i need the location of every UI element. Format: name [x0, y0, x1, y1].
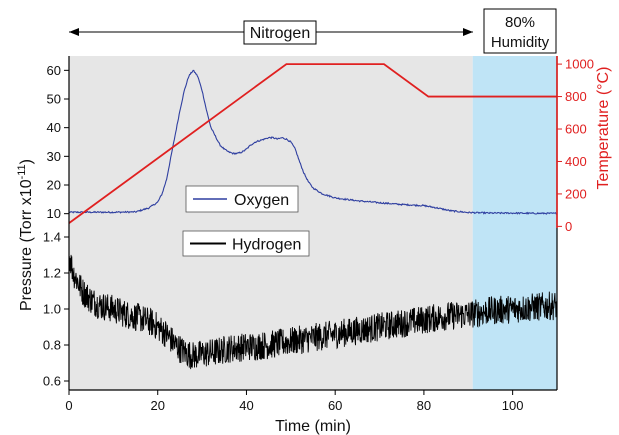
- y-tick-label-left-bottom: 0.8: [43, 338, 61, 353]
- nitrogen-label: Nitrogen: [250, 25, 310, 42]
- y-tick-label-left-bottom: 1.4: [43, 230, 61, 245]
- y-tick-label-right: 1000: [565, 57, 594, 72]
- y-tick-label-left-top: 30: [47, 149, 61, 164]
- hydrogen-series-line: [68, 254, 558, 370]
- right-arrowhead-icon: [463, 28, 473, 36]
- x-tick-label: 100: [502, 398, 524, 413]
- x-tick-label: 20: [150, 398, 164, 413]
- y-tick-label-right: 200: [565, 186, 587, 201]
- oxygen-legend-label: Oxygen: [234, 192, 289, 209]
- y-axis-title-left: Pressure (Torr x10-11): [16, 159, 35, 311]
- humidity-label-line2: Humidity: [491, 34, 550, 51]
- oxygen-series-line: [68, 69, 558, 215]
- y-tick-label-left-top: 20: [47, 178, 61, 193]
- y-tick-label-left-top: 50: [47, 92, 61, 107]
- x-tick-label: 60: [328, 398, 342, 413]
- y-tick-label-right: 0: [565, 219, 572, 234]
- x-tick-label: 80: [417, 398, 431, 413]
- y-tick-label-left-top: 60: [47, 63, 61, 78]
- y-tick-label-right: 600: [565, 122, 587, 137]
- y-tick-label-left-top: 40: [47, 120, 61, 135]
- humidity-label-line1: 80%: [505, 14, 535, 31]
- x-axis-title: Time (min): [275, 418, 351, 435]
- y-tick-label-right: 400: [565, 154, 587, 169]
- x-tick-label: 40: [239, 398, 253, 413]
- hydrogen-legend: Hydrogen: [182, 230, 310, 257]
- humidity-region-label: 80% Humidity: [483, 8, 557, 54]
- axes: 102030405060020040060080010000.60.81.01.…: [43, 56, 594, 413]
- humidity-region: [472, 56, 557, 390]
- y-axis-title-right: Temperature (°C): [595, 67, 612, 190]
- plot-area: [68, 63, 558, 370]
- nitrogen-region-label: Nitrogen: [69, 20, 473, 45]
- y-tick-label-right: 800: [565, 89, 587, 104]
- y-tick-label-left-bottom: 0.6: [43, 374, 61, 389]
- oxygen-legend: Oxygen: [185, 185, 299, 213]
- temperature-series-line: [68, 63, 557, 224]
- y-tick-label-left-top: 10: [47, 206, 61, 221]
- y-tick-label-left-bottom: 1.2: [43, 266, 61, 281]
- x-tick-label: 0: [65, 398, 72, 413]
- left-arrowhead-icon: [69, 28, 79, 36]
- y-tick-label-left-bottom: 1.0: [43, 302, 61, 317]
- background-regions: [69, 56, 557, 390]
- nitrogen-region: [69, 56, 473, 390]
- hydrogen-legend-label: Hydrogen: [232, 237, 301, 254]
